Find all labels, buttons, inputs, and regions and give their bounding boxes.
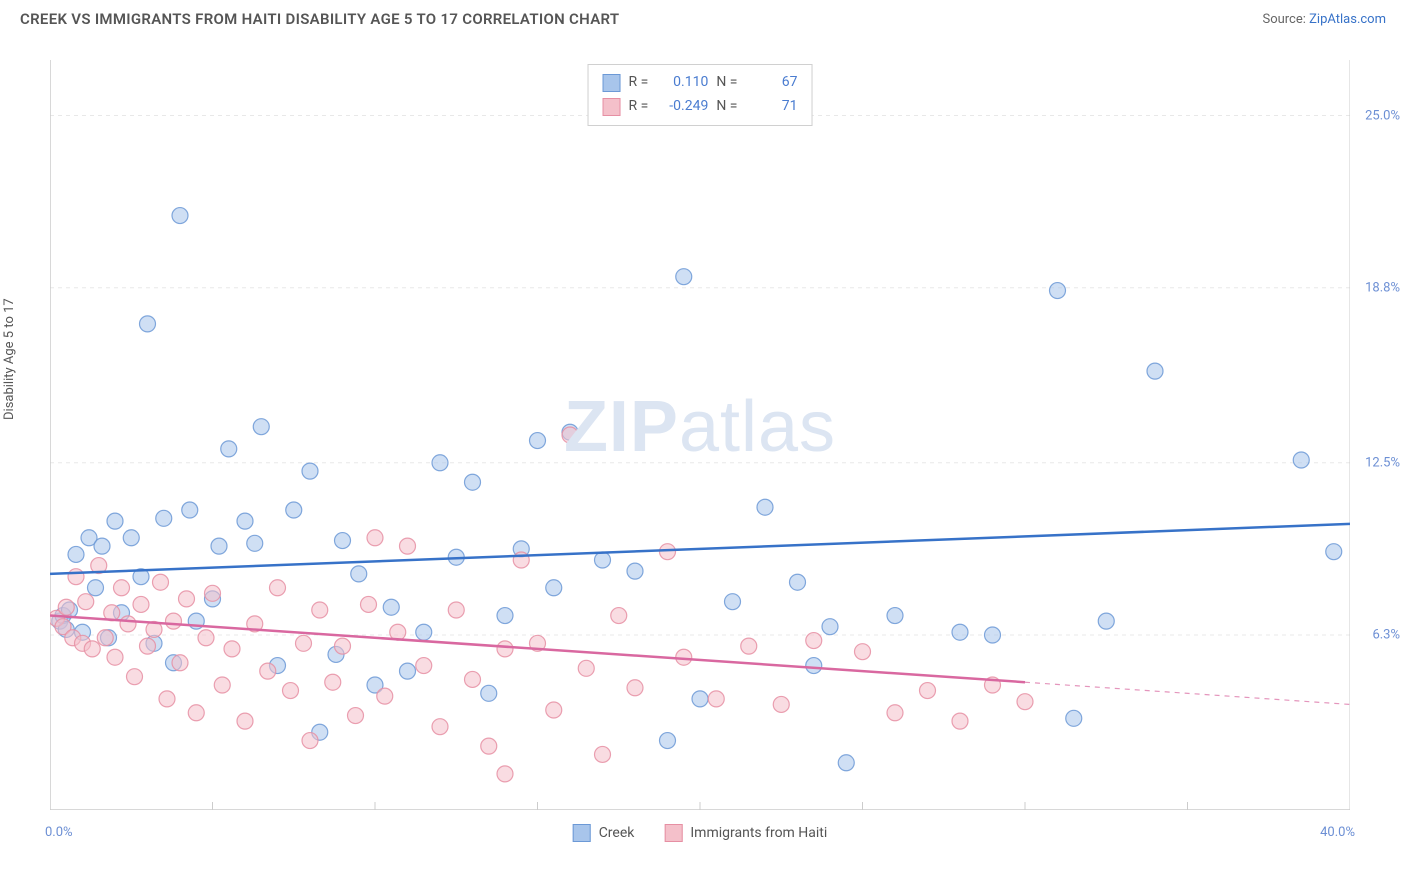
swatch-haiti	[664, 824, 682, 842]
r-value: 0.110	[656, 71, 708, 95]
y-tick-label: 18.8%	[1365, 280, 1400, 295]
source-link[interactable]: ZipAtlas.com	[1309, 12, 1386, 27]
y-tick-label: 12.5%	[1365, 455, 1400, 470]
legend-item-haiti: Immigrants from Haiti	[664, 824, 827, 842]
swatch-creek	[573, 824, 591, 842]
legend-item-creek: Creek	[573, 824, 635, 842]
source-attribution: Source: ZipAtlas.com	[1262, 12, 1386, 27]
legend-label: Creek	[599, 825, 635, 841]
x-max-label: 40.0%	[1320, 825, 1355, 840]
n-value: 67	[745, 71, 797, 95]
scatter-plot	[50, 60, 1350, 810]
y-tick-label: 25.0%	[1365, 108, 1400, 123]
stats-row-haiti: R = -0.249 N = 71	[603, 95, 798, 119]
stats-legend: R = 0.110 N = 67 R = -0.249 N = 71	[588, 64, 813, 126]
x-min-label: 0.0%	[45, 825, 73, 840]
swatch-haiti	[603, 98, 621, 116]
legend-label: Immigrants from Haiti	[690, 825, 827, 841]
swatch-creek	[603, 74, 621, 92]
chart-title: CREEK VS IMMIGRANTS FROM HAITI DISABILIT…	[20, 10, 619, 28]
y-tick-label: 6.3%	[1372, 628, 1400, 643]
series-legend: Creek Immigrants from Haiti	[573, 824, 828, 842]
r-value: -0.249	[656, 95, 708, 119]
n-label: N =	[716, 71, 737, 95]
r-label: R =	[629, 95, 649, 119]
n-value: 71	[745, 95, 797, 119]
source-prefix: Source:	[1262, 12, 1309, 27]
r-label: R =	[629, 71, 649, 95]
chart-area: ZIPatlas R = 0.110 N = 67 R = -0.249 N =…	[50, 60, 1350, 810]
stats-row-creek: R = 0.110 N = 67	[603, 71, 798, 95]
header: CREEK VS IMMIGRANTS FROM HAITI DISABILIT…	[0, 0, 1406, 38]
n-label: N =	[716, 95, 737, 119]
y-axis-label: Disability Age 5 to 17	[2, 298, 17, 420]
